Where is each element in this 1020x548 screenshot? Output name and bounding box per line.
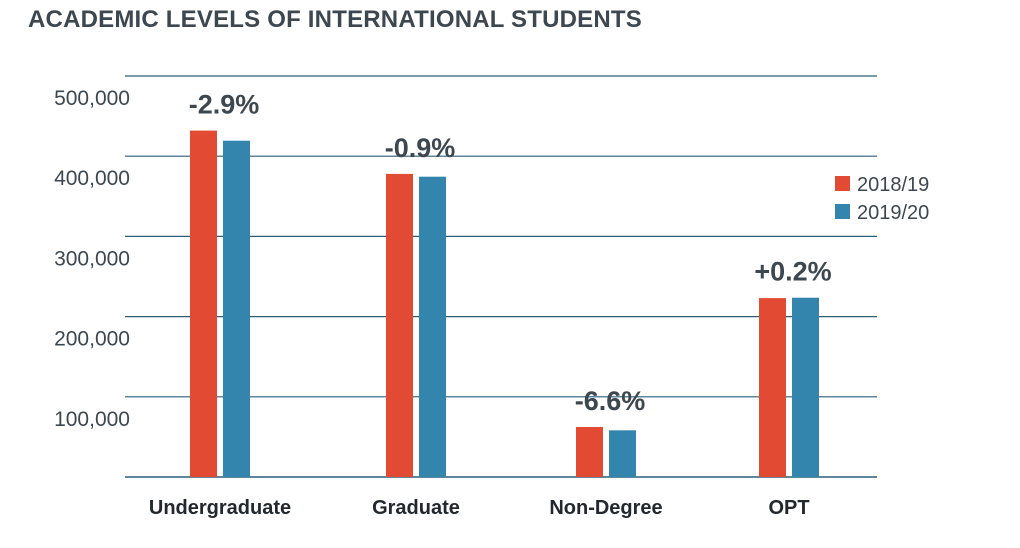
change-annotation: -6.6% (575, 386, 646, 416)
y-tick-label: 300,000 (54, 247, 130, 270)
x-tick-label: Undergraduate (149, 497, 291, 519)
x-tick-label: OPT (768, 497, 809, 519)
legend-label: 2018/19 (857, 174, 929, 196)
legend-swatch (835, 176, 850, 191)
bar-2018-19-opt (759, 298, 786, 477)
x-tick-label: Non-Degree (549, 497, 662, 519)
bar-2019-20-opt (792, 297, 819, 477)
y-tick-label: 100,000 (54, 408, 130, 431)
x-axis-categories: Undergraduate Graduate Non-Degree OPT (149, 497, 810, 519)
bar-2018-19-graduate (386, 173, 413, 477)
chart-title: ACADEMIC LEVELS OF INTERNATIONAL STUDENT… (28, 6, 642, 33)
bar-2019-20-graduate (419, 176, 446, 477)
bar-2019-20-non-degree (609, 430, 636, 477)
bar-2019-20-undergraduate (223, 140, 250, 477)
y-tick-label: 400,000 (54, 167, 130, 190)
bar-2018-19-non-degree (576, 427, 603, 477)
y-tick-label: 500,000 (54, 87, 130, 110)
legend-swatch (835, 204, 850, 219)
change-annotations: -2.9% -0.9% -6.6% +0.2% (189, 90, 832, 416)
change-annotation: -2.9% (189, 90, 260, 120)
bar-2018-19-undergraduate (190, 130, 217, 477)
legend-label: 2019/20 (857, 202, 929, 224)
y-tick-label: 200,000 (54, 328, 130, 351)
change-annotation: -0.9% (385, 133, 456, 163)
bars (190, 130, 819, 477)
y-axis-ticks: 100,000 200,000 300,000 400,000 500,000 (54, 87, 130, 431)
legend: 2018/19 2019/20 (835, 174, 929, 224)
x-tick-label: Graduate (372, 497, 460, 519)
gridlines (125, 75, 877, 478)
change-annotation: +0.2% (754, 257, 831, 287)
